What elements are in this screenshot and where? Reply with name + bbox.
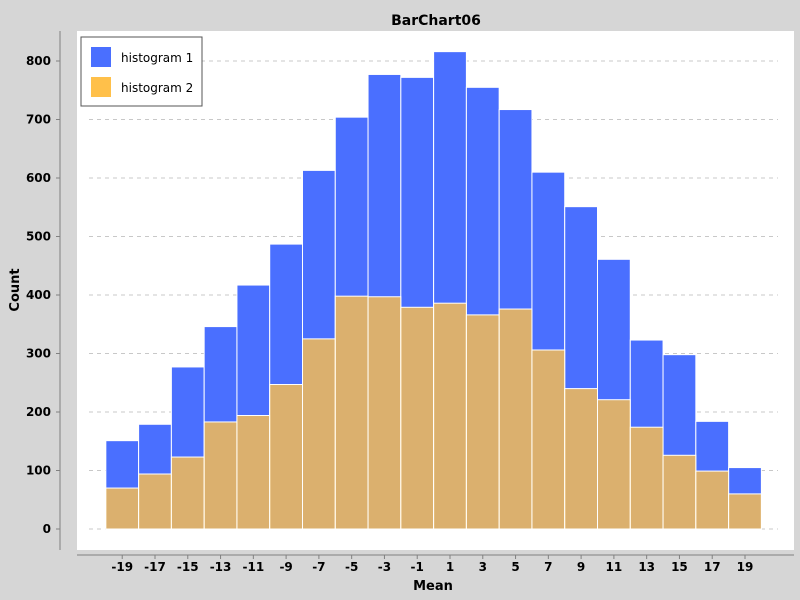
bar-series-2: [498, 308, 533, 530]
y-tick-label: 500: [26, 230, 51, 244]
x-tick-label: -7: [312, 560, 325, 574]
x-tick-label: -1: [411, 560, 424, 574]
legend-swatch-histogram-1: [91, 47, 111, 67]
bar-series-2: [433, 302, 467, 530]
x-axis-label: Mean: [413, 579, 453, 594]
y-tick-label: 700: [26, 113, 51, 127]
chart-title: BarChart06: [391, 13, 481, 29]
y-tick-label: 200: [26, 405, 51, 419]
bar-series-2: [203, 421, 238, 530]
x-tick-label: 13: [638, 560, 655, 574]
y-tick-label: 300: [26, 347, 51, 361]
x-tick-label: 17: [704, 560, 721, 574]
x-tick-label: -19: [111, 560, 133, 574]
bar-series-2: [170, 456, 205, 530]
bar-series-2: [105, 487, 140, 530]
bars: [105, 51, 762, 530]
x-tick-label: 1: [446, 560, 454, 574]
bar-series-2: [531, 349, 566, 530]
x-tick-label: 7: [544, 560, 552, 574]
y-axis-label: Count: [8, 268, 23, 311]
y-tick-label: 600: [26, 171, 51, 185]
legend-swatch-histogram-2: [91, 77, 111, 97]
x-tick-label: -5: [345, 560, 358, 574]
bar-series-2: [400, 306, 435, 530]
bar-series-2: [564, 388, 599, 530]
bar-series-2: [597, 399, 631, 530]
bar-series-2: [367, 296, 402, 530]
y-tick-label: 800: [26, 54, 51, 68]
x-tick-label: -17: [144, 560, 166, 574]
bar-series-2: [662, 454, 697, 530]
bar-series-2: [629, 426, 664, 530]
y-tick-label: 400: [26, 288, 51, 302]
legend-label-histogram-2: histogram 2: [121, 81, 193, 95]
bar-series-2: [465, 314, 500, 530]
x-tick-labels: -19 -17 -15 -13 -11 -9 -7 -5 -3 -1 1 3 5 7 9 11 13 15 17 19: [111, 560, 753, 574]
bar-series-2: [138, 473, 172, 530]
bar-series-2: [334, 295, 369, 530]
x-tick-label: 9: [577, 560, 585, 574]
x-tick-label: 11: [606, 560, 623, 574]
x-tick-label: -9: [279, 560, 292, 574]
x-tick-label: -11: [242, 560, 264, 574]
axes: [56, 31, 794, 559]
x-tick-label: 3: [479, 560, 487, 574]
bar-series-2: [695, 470, 730, 530]
bar-series-2: [236, 415, 271, 530]
x-tick-label: -15: [177, 560, 199, 574]
x-tick-label: -3: [378, 560, 391, 574]
x-tick-label: 19: [737, 560, 754, 574]
bar-series-2: [728, 493, 762, 530]
bar-series-2: [269, 384, 304, 530]
legend-label-histogram-1: histogram 1: [121, 51, 193, 65]
x-tick-label: 5: [511, 560, 519, 574]
bar-series-2: [302, 338, 336, 530]
x-tick-label: -13: [210, 560, 232, 574]
x-tick-label: 15: [671, 560, 688, 574]
y-tick-label: 100: [26, 464, 51, 478]
y-tick-label: 0: [43, 522, 51, 536]
legend: histogram 1 histogram 2: [80, 36, 203, 107]
y-tick-labels: 0 100 200 300 400 500 600 700 800: [26, 54, 51, 536]
